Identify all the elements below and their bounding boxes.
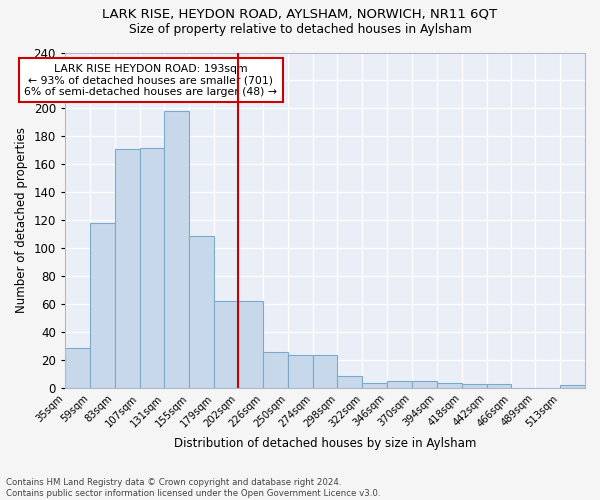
Text: LARK RISE, HEYDON ROAD, AYLSHAM, NORWICH, NR11 6QT: LARK RISE, HEYDON ROAD, AYLSHAM, NORWICH… xyxy=(103,8,497,20)
Bar xyxy=(263,352,287,388)
X-axis label: Distribution of detached houses by size in Aylsham: Distribution of detached houses by size … xyxy=(174,437,476,450)
Bar xyxy=(362,382,387,388)
Bar xyxy=(238,302,263,388)
Y-axis label: Number of detached properties: Number of detached properties xyxy=(15,128,28,314)
Bar xyxy=(189,236,214,388)
Bar xyxy=(214,302,238,388)
Bar xyxy=(387,381,412,388)
Bar xyxy=(412,381,437,388)
Text: LARK RISE HEYDON ROAD: 193sqm
← 93% of detached houses are smaller (701)
6% of s: LARK RISE HEYDON ROAD: 193sqm ← 93% of d… xyxy=(25,64,277,97)
Text: Size of property relative to detached houses in Aylsham: Size of property relative to detached ho… xyxy=(128,22,472,36)
Bar xyxy=(287,354,313,388)
Bar xyxy=(140,148,164,388)
Bar xyxy=(560,386,585,388)
Bar xyxy=(337,376,362,388)
Bar xyxy=(164,111,189,388)
Bar xyxy=(90,223,115,388)
Bar xyxy=(65,348,90,388)
Bar xyxy=(115,149,140,388)
Bar xyxy=(487,384,511,388)
Bar xyxy=(437,382,462,388)
Bar xyxy=(462,384,487,388)
Bar xyxy=(313,354,337,388)
Text: Contains HM Land Registry data © Crown copyright and database right 2024.
Contai: Contains HM Land Registry data © Crown c… xyxy=(6,478,380,498)
